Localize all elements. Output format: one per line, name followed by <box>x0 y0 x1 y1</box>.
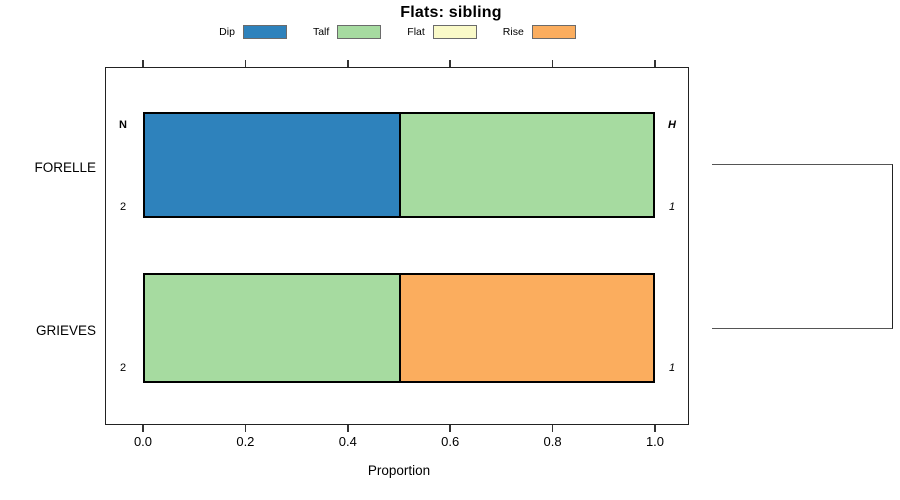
row-annotation-h-count: 1 <box>668 201 676 213</box>
x-tick-bottom <box>551 425 554 432</box>
row-annotation-h-header: H <box>668 119 676 131</box>
stacked-bar-grieves <box>143 273 655 383</box>
legend-swatch-flat <box>432 25 477 39</box>
x-tick-top <box>654 60 656 67</box>
bar-segment-talf <box>145 275 399 381</box>
x-tick-label: 0.8 <box>543 434 562 449</box>
x-tick-bottom <box>347 425 349 432</box>
row-annotation-n-count: 2 <box>119 201 127 213</box>
x-tick-bottom <box>142 425 144 432</box>
row-annotation-n-count: 2 <box>119 362 127 374</box>
legend-swatch-rise <box>531 25 576 39</box>
legend-item-dip: Dip <box>219 25 287 39</box>
legend: Dip Talf Flat Rise <box>105 25 690 39</box>
x-tick-top <box>244 60 247 67</box>
x-tick-bottom <box>244 425 247 432</box>
x-tick-bottom <box>654 425 656 432</box>
legend-swatch-dip <box>242 25 287 39</box>
x-tick-label: 0.4 <box>338 434 357 449</box>
x-tick-top <box>142 60 144 67</box>
legend-swatch-talf <box>337 25 382 39</box>
x-axis-title: Proportion <box>367 463 431 478</box>
x-tick-top <box>449 60 451 67</box>
sibling-link-bracket <box>712 164 893 329</box>
category-label-forelle: FORELLE <box>34 160 96 175</box>
x-tick-label: 0.0 <box>133 434 153 449</box>
legend-item-rise: Rise <box>503 25 576 39</box>
legend-label: Dip <box>219 26 235 38</box>
legend-label: Rise <box>502 26 524 38</box>
x-tick-top <box>347 60 349 67</box>
bar-segment-rise <box>399 275 653 381</box>
bar-segment-dip <box>145 114 399 216</box>
x-tick-label: 0.6 <box>441 434 460 449</box>
x-tick-top <box>551 60 554 67</box>
chart-title: Flats: sibling <box>400 4 502 21</box>
legend-item-talf: Talf <box>312 25 382 39</box>
legend-label: Talf <box>312 26 330 38</box>
legend-item-flat: Flat <box>407 25 477 39</box>
legend-label: Flat <box>407 26 425 38</box>
row-annotation-n-header: N <box>119 119 127 131</box>
bar-segment-talf <box>399 114 653 216</box>
x-tick-bottom <box>449 425 451 432</box>
category-label-grieves: GRIEVES <box>35 323 96 338</box>
row-annotation-h-count: 1 <box>668 362 676 374</box>
x-tick-label: 0.2 <box>236 434 255 449</box>
x-tick-label: 1.0 <box>645 434 665 449</box>
stacked-bar-forelle <box>143 112 655 218</box>
